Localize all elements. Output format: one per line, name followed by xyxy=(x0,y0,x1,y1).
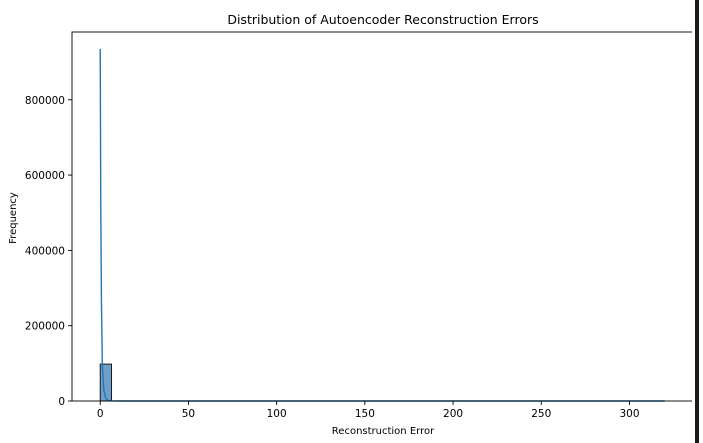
y-tick-label-800000: 800000 xyxy=(25,95,65,107)
x-axis-label: Reconstruction Error xyxy=(332,426,435,437)
y-axis-label: Frequency xyxy=(8,192,19,244)
x-tick-label-50: 50 xyxy=(182,408,195,420)
y-tick-label-200000: 200000 xyxy=(25,321,65,333)
x-tick-label-150: 150 xyxy=(355,408,375,420)
axes-frame xyxy=(71,31,694,402)
y-tick-label-600000: 600000 xyxy=(25,170,65,182)
chart-title: Distribution of Autoencoder Reconstructi… xyxy=(227,12,538,27)
x-tick-label-300: 300 xyxy=(619,408,639,420)
y-tick-label-400000: 400000 xyxy=(25,245,65,257)
plot-area: 0 50 100 150 200 250 300 0 200000 400000 600000 800… xyxy=(25,31,694,420)
x-tick-label-100: 100 xyxy=(267,408,287,420)
y-tick-label-0: 0 xyxy=(58,396,65,408)
kde-line xyxy=(99,48,665,402)
x-tick-label-250: 250 xyxy=(531,408,551,420)
window-edge-line xyxy=(695,0,699,443)
x-tick-label-0: 0 xyxy=(97,408,104,420)
x-tick-label-200: 200 xyxy=(443,408,463,420)
